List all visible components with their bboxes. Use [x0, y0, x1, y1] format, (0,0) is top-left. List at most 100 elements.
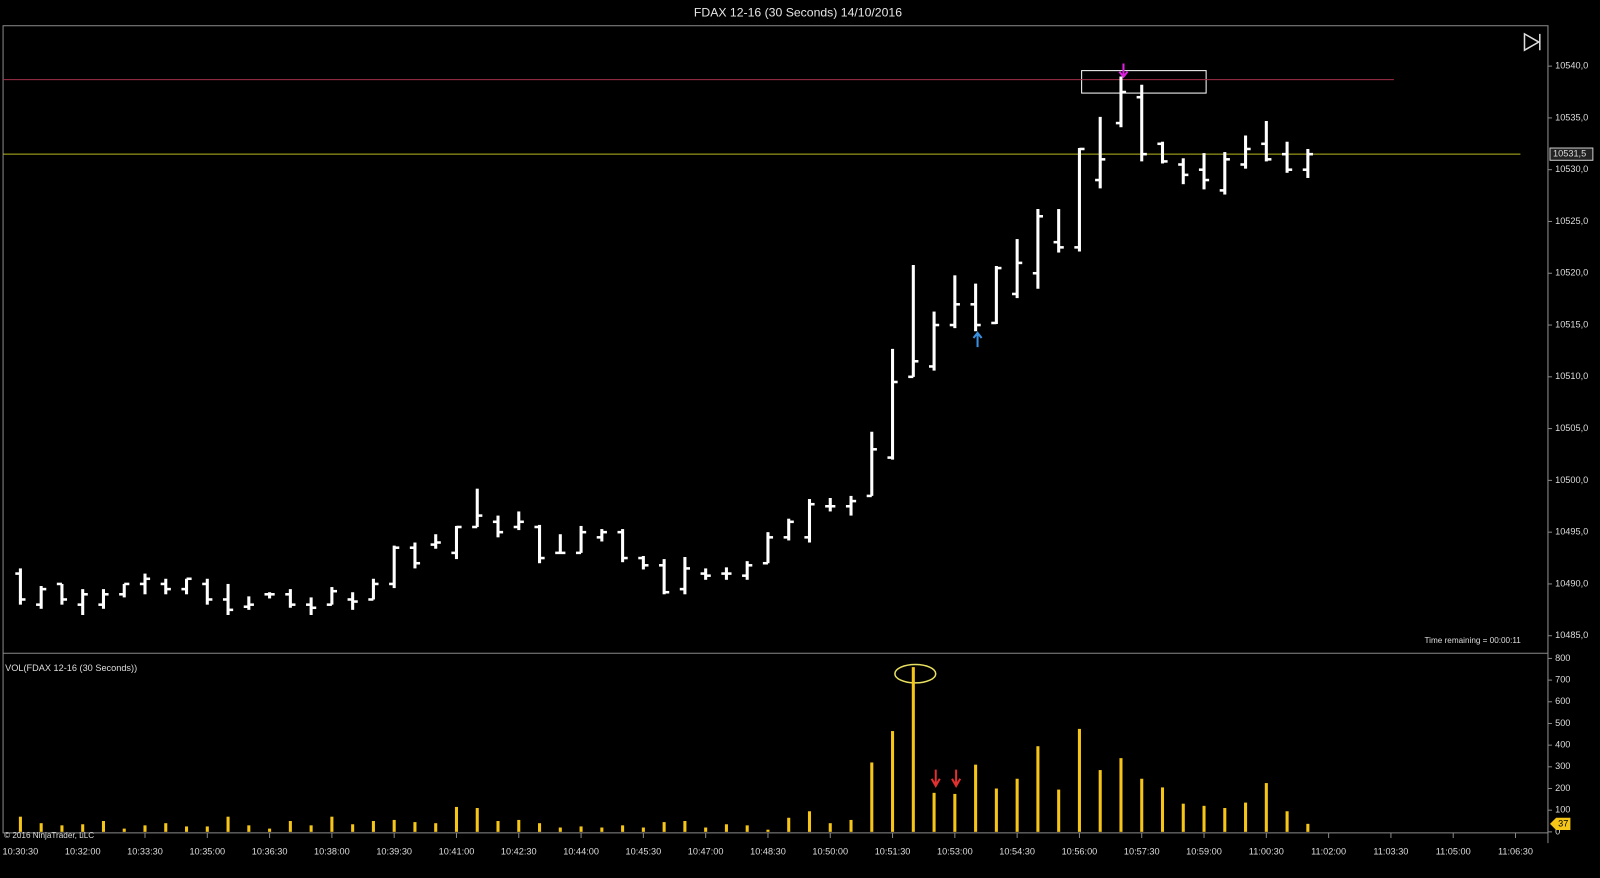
- y-tick-label: 10515,0: [1555, 319, 1588, 329]
- volume-bar: [953, 793, 957, 832]
- volume-bar: [18, 816, 22, 832]
- x-tick-label: 10:48:30: [750, 847, 786, 857]
- volume-bar: [143, 825, 147, 832]
- x-tick-label: 11:02:00: [1311, 847, 1346, 857]
- volume-bar: [974, 764, 978, 832]
- y-tick-label: 800: [1555, 653, 1570, 663]
- volume-bar: [1077, 728, 1081, 832]
- volume-title: VOL(FDAX 12-16 (30 Seconds)): [5, 663, 137, 673]
- y-tick-label: 10505,0: [1555, 423, 1588, 433]
- volume-bar: [205, 826, 209, 832]
- volume-bar: [579, 826, 583, 832]
- y-tick-label: 10485,0: [1555, 630, 1588, 640]
- volume-bar: [600, 827, 604, 832]
- volume-bar: [1264, 783, 1268, 832]
- x-tick-label: 10:30:30: [3, 847, 39, 857]
- x-tick-label: 10:54:30: [999, 847, 1035, 857]
- volume-bar: [122, 828, 126, 832]
- volume-bar: [1160, 787, 1165, 832]
- volume-bar: [475, 808, 479, 832]
- y-tick-label: 10490,0: [1555, 578, 1588, 588]
- chart-title: FDAX 12-16 (30 Seconds) 14/10/2016: [694, 6, 902, 20]
- x-tick-label: 10:45:30: [626, 847, 662, 857]
- volume-bar: [1119, 758, 1123, 832]
- volume-bar: [994, 788, 998, 832]
- x-tick-label: 10:38:00: [314, 847, 350, 857]
- y-tick-label: 10540,0: [1555, 61, 1588, 71]
- volume-bar: [517, 819, 521, 832]
- volume-bar: [724, 824, 728, 832]
- volume-bar: [247, 825, 251, 832]
- y-tick-label: 700: [1555, 675, 1570, 685]
- volume-bar: [81, 824, 85, 832]
- last-price-box: [1549, 147, 1594, 161]
- y-tick-label: 10500,0: [1555, 475, 1588, 485]
- x-tick-label: 10:36:30: [252, 847, 288, 857]
- volume-bar: [766, 829, 770, 832]
- marker: [1118, 63, 1129, 79]
- last-volume-label: 37: [1558, 818, 1568, 828]
- x-tick-label: 10:41:00: [439, 847, 475, 857]
- y-tick-label: 600: [1555, 696, 1570, 706]
- highlight-box: [1081, 70, 1207, 94]
- volume-bar: [371, 821, 375, 832]
- volume-bar: [1181, 803, 1185, 832]
- volume-bar: [704, 827, 708, 832]
- x-tick-label: 10:47:00: [688, 847, 724, 857]
- x-tick-label: 11:06:30: [1498, 847, 1533, 857]
- volume-bar: [413, 822, 417, 832]
- volume-bar: [1306, 823, 1310, 832]
- volume-bar: [932, 792, 936, 832]
- x-tick-label: 11:03:30: [1373, 847, 1408, 857]
- x-tick-label: 10:59:00: [1186, 847, 1222, 857]
- x-tick-label: 11:05:00: [1436, 847, 1471, 857]
- volume-bar: [621, 825, 625, 832]
- volume-bar: [558, 827, 562, 832]
- x-tick-label: 10:50:00: [812, 847, 848, 857]
- volume-bar: [164, 823, 168, 832]
- volume-bar: [1223, 808, 1227, 832]
- volume-bar: [288, 821, 292, 832]
- volume-bar: [1036, 746, 1040, 832]
- next-button[interactable]: [1523, 32, 1541, 52]
- x-tick-label: 10:56:00: [1062, 847, 1098, 857]
- y-tick-label: 400: [1555, 740, 1570, 750]
- y-tick-label: 10535,0: [1555, 112, 1588, 122]
- y-tick-label: 200: [1555, 783, 1570, 793]
- volume-bar: [849, 819, 853, 832]
- volume-bar: [662, 822, 666, 832]
- volume-bar: [641, 827, 645, 832]
- volume-bar: [683, 821, 687, 832]
- volume-bar: [496, 821, 500, 832]
- y-tick-label: 500: [1555, 718, 1570, 728]
- marker: [972, 331, 983, 348]
- x-tick-label: 10:57:30: [1124, 847, 1160, 857]
- volume-bar: [870, 762, 874, 832]
- icon[interactable]: [1523, 32, 1541, 52]
- volume-bar: [538, 823, 542, 832]
- x-tick-label: 11:00:30: [1249, 847, 1284, 857]
- volume-bar: [1057, 789, 1061, 832]
- y-tick-label: 10520,0: [1555, 268, 1588, 278]
- last-volume-box: [1550, 817, 1571, 830]
- volume-bar: [1202, 805, 1206, 832]
- y-tick-label: 100: [1555, 805, 1570, 815]
- y-tick-label: 10530,0: [1555, 164, 1588, 174]
- y-tick-label: 10510,0: [1555, 371, 1588, 381]
- volume-bar: [392, 819, 396, 832]
- last-price-label: 10531,5: [1553, 149, 1586, 159]
- volume-bar: [787, 817, 791, 832]
- volume-bar: [330, 816, 334, 832]
- marker: [930, 769, 962, 788]
- volume-bar: [454, 806, 459, 832]
- y-tick-label: 10525,0: [1555, 216, 1588, 226]
- time-remaining: Time remaining = 00:00:11: [1424, 636, 1521, 645]
- y-tick-label: 300: [1555, 761, 1570, 771]
- volume-bar: [351, 824, 355, 832]
- volume-bar: [1285, 811, 1289, 832]
- volume-bar: [891, 731, 895, 832]
- volume-bar: [39, 823, 43, 832]
